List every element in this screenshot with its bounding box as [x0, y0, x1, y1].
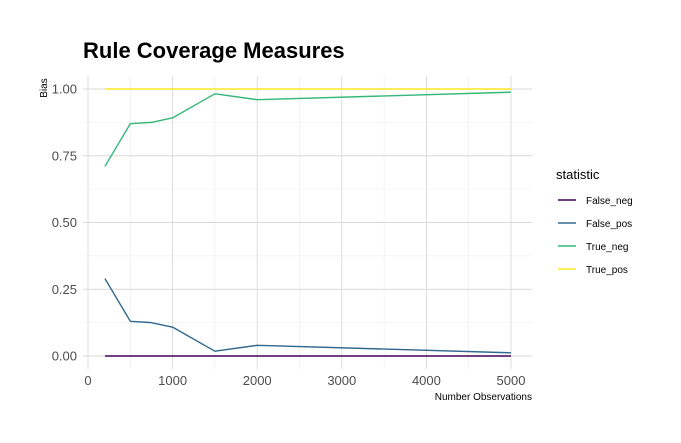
legend-items: False_neg False_pos True_neg True_pos: [558, 196, 633, 276]
legend-label-true-pos: True_pos: [586, 265, 628, 276]
x-tick-label: 0: [84, 373, 91, 388]
series-line-true-neg: [104, 91, 512, 167]
chart-title: Rule Coverage Measures: [83, 38, 345, 63]
y-tick-label: 1.00: [52, 82, 77, 97]
x-tick-label: 1000: [158, 373, 187, 388]
y-axis-label: Bias: [39, 78, 50, 97]
legend: statistic False_neg False_pos True_neg True…: [556, 167, 633, 276]
y-tick-label: 0.75: [52, 148, 77, 163]
y-tick-label: 0.25: [52, 282, 77, 297]
series-line-false-pos: [104, 278, 512, 354]
x-tick-label: 3000: [327, 373, 356, 388]
series-lines: [104, 88, 512, 357]
x-axis-label: Number Observations: [435, 392, 532, 403]
grid: [83, 76, 532, 369]
x-tick-label: 2000: [243, 373, 272, 388]
x-tick-label: 5000: [497, 373, 526, 388]
y-axis-ticks: 0.00 0.25 0.50 0.75 1.00: [52, 82, 77, 364]
y-tick-label: 0.00: [52, 349, 77, 364]
legend-label-true-neg: True_neg: [586, 242, 628, 253]
x-axis-ticks: 0 1000 2000 3000 4000 5000: [84, 373, 525, 388]
x-tick-label: 4000: [412, 373, 441, 388]
legend-title: statistic: [556, 167, 600, 182]
y-tick-label: 0.50: [52, 215, 77, 230]
legend-label-false-pos: False_pos: [586, 219, 632, 230]
legend-label-false-neg: False_neg: [586, 196, 633, 207]
